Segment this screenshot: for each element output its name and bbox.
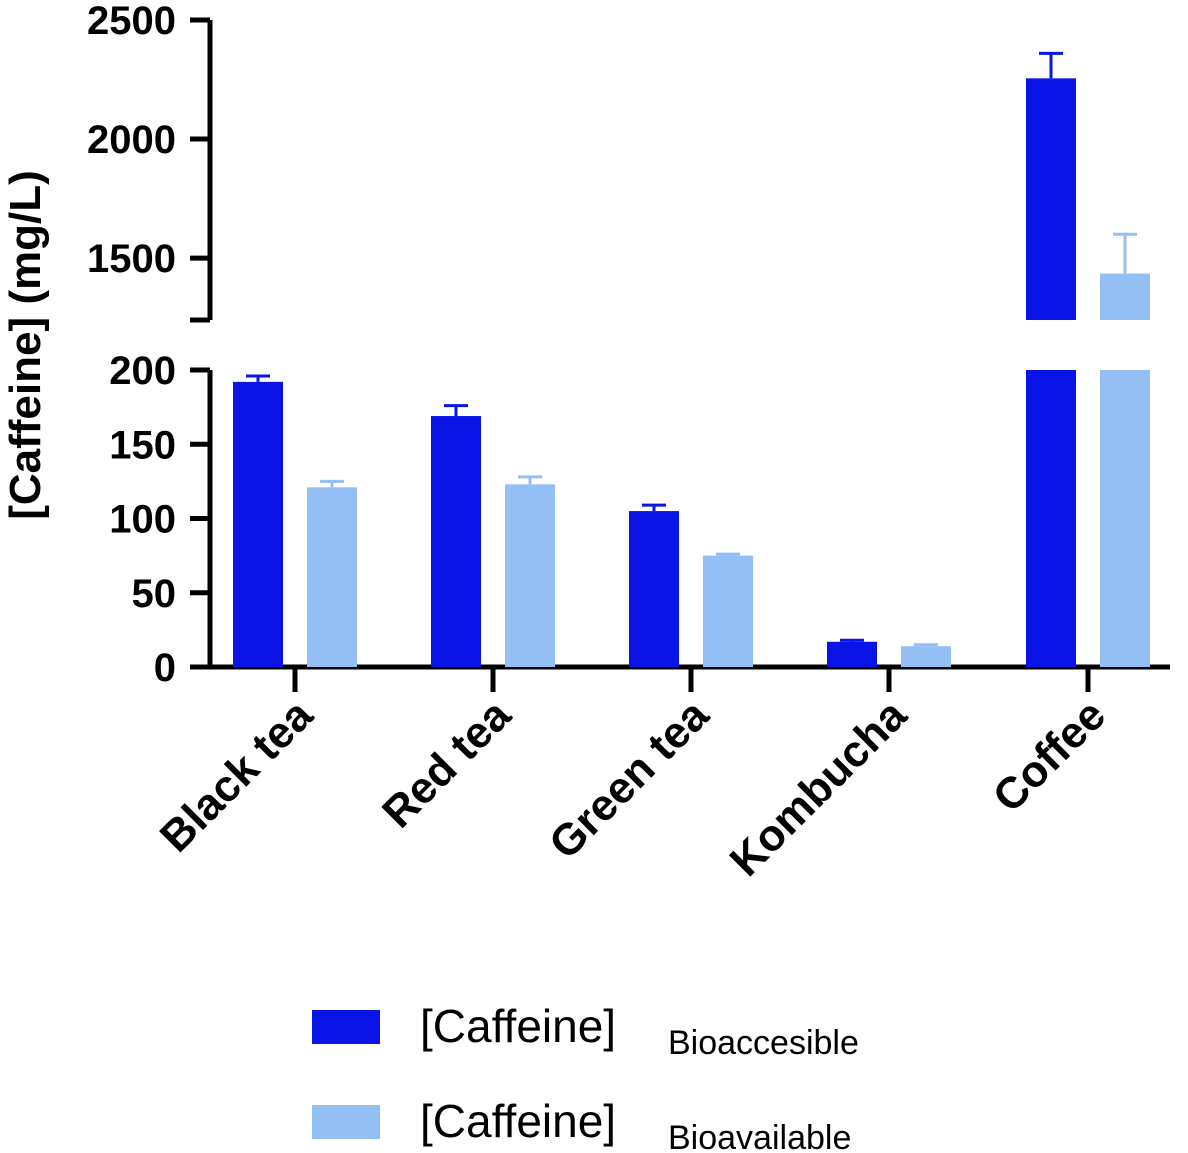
legend: [Caffeine] Bioaccesible [Caffeine] Bioavail…	[312, 1000, 859, 1153]
bars	[233, 78, 1150, 667]
y-tick-label: 150	[109, 423, 176, 467]
y-tick-label: 50	[132, 572, 177, 616]
y-axis-title: [Caffeine] (mg/L)	[1, 170, 50, 520]
category-label: Kombucha	[721, 690, 917, 886]
y-tick-label: 2000	[87, 118, 176, 162]
bar	[827, 641, 877, 667]
bar	[307, 487, 357, 667]
category-labels: Black tea Red tea Green tea Kombucha Coffee	[151, 690, 1115, 886]
legend-label-subscript: Bioaccesible	[668, 1024, 859, 1062]
category-label: Green tea	[540, 690, 719, 869]
bar	[431, 416, 481, 667]
legend-label: [Caffeine]	[420, 1095, 616, 1147]
category-label: Red tea	[373, 690, 520, 837]
bar	[1026, 78, 1076, 320]
bar	[505, 484, 555, 667]
error-bars	[246, 51, 1137, 647]
tick-labels: 1500 2000 2500 0 50 100 150 200	[87, 0, 176, 690]
category-label: Black tea	[151, 690, 323, 862]
bar	[1100, 273, 1150, 320]
legend-swatch	[312, 1105, 380, 1139]
bar	[233, 381, 283, 667]
y-tick-label: 200	[109, 349, 176, 393]
bar	[1026, 370, 1076, 667]
bar	[629, 511, 679, 667]
legend-swatch	[312, 1010, 380, 1044]
y-tick-label: 0	[154, 646, 176, 690]
y-tick-label: 100	[109, 498, 176, 542]
category-label: Coffee	[984, 690, 1115, 821]
bar	[901, 646, 951, 667]
legend-label-subscript: Bioavailable	[668, 1119, 851, 1153]
legend-label: [Caffeine]	[420, 1000, 616, 1052]
bar	[703, 555, 753, 667]
y-tick-label: 1500	[87, 237, 176, 281]
y-tick-label: 2500	[87, 0, 176, 43]
bar	[1100, 370, 1150, 667]
